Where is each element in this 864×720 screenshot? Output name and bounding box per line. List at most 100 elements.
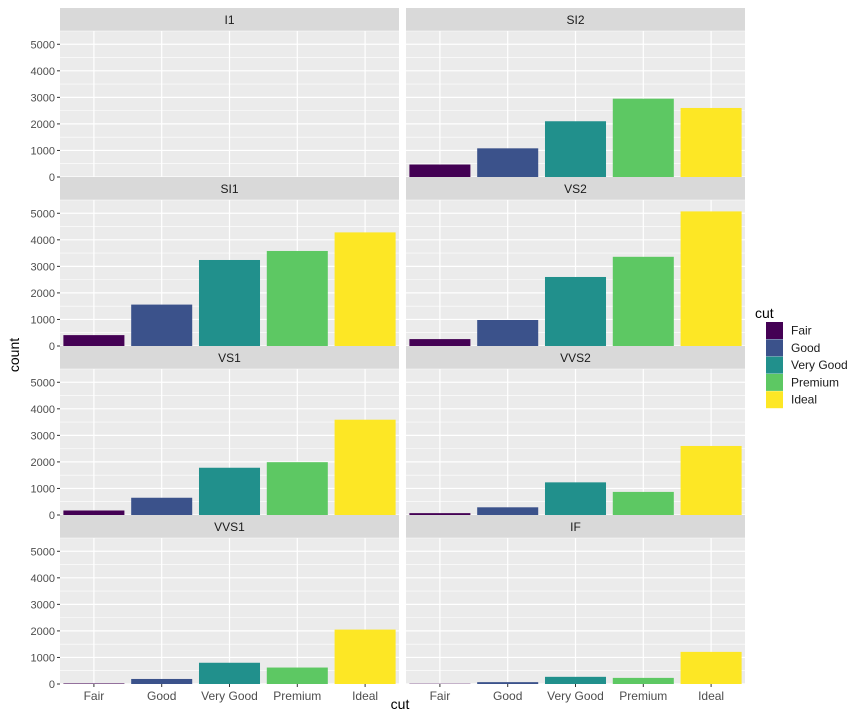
bar-si2-very-good: [544, 121, 607, 177]
bar-if-premium: [612, 677, 674, 684]
y-tick-label: 0: [49, 679, 55, 691]
facet-vvs1: VVS1 0 1000 2000 3000 4000 5000 Fair Good Very Go…: [31, 515, 399, 703]
bar-si1-premium: [266, 250, 328, 346]
y-tick-label: 2000: [31, 457, 55, 469]
y-tick-label: 4000: [31, 573, 55, 585]
facet-vs1: VS1 0 1000 2000 3000 4000 5000: [31, 346, 399, 522]
facet-strip-si1: [60, 177, 399, 200]
bar-si1-good: [131, 304, 193, 346]
facet-label-vvs2: VVS2: [560, 351, 591, 365]
y-tick-label: 0: [49, 510, 55, 522]
y-tick-label: 4000: [31, 235, 55, 247]
legend-key-fair: [766, 322, 783, 339]
y-tick-label: 5000: [31, 208, 55, 220]
facet-strip-i1: [60, 8, 399, 31]
bar-vvs2-good: [477, 507, 539, 515]
y-tick-label: 5000: [31, 377, 55, 389]
bar-vvs2-fair: [409, 513, 471, 515]
bar-si2-premium: [612, 98, 674, 177]
bar-vs1-ideal: [334, 419, 396, 515]
y-tick-label: 3000: [31, 92, 55, 104]
y-tick-label: 2000: [31, 288, 55, 300]
legend-label-good: Good: [791, 341, 820, 355]
x-tick-label-ideal: Ideal: [352, 689, 378, 703]
bar-vvs2-ideal: [680, 445, 742, 515]
facet-panels: I1 0 1000 2000 3000 4000 5000 SI2 SI1 0 1000 2000 30…: [31, 8, 745, 703]
legend-label-premium: Premium: [791, 375, 839, 389]
bar-vs2-premium: [612, 256, 674, 346]
bar-si1-very-good: [198, 259, 261, 346]
y-tick-label: 1000: [31, 314, 55, 326]
facet-label-si2: SI2: [566, 13, 584, 27]
bar-si2-ideal: [680, 107, 742, 177]
x-tick-label-very-good: Very Good: [547, 689, 604, 703]
y-tick-label: 1000: [31, 652, 55, 664]
bar-vs2-good: [477, 319, 539, 346]
bar-vvs1-fair: [63, 683, 125, 684]
bar-vs2-very-good: [544, 276, 607, 346]
x-tick-label-fair: Fair: [430, 689, 451, 703]
bar-vvs1-premium: [266, 667, 328, 684]
facet-si1: SI1 0 1000 2000 3000 4000 5000: [31, 177, 399, 353]
x-tick-label-fair: Fair: [84, 689, 105, 703]
facet-strip-vvs2: [406, 346, 745, 369]
y-tick-label: 3000: [31, 261, 55, 273]
y-axis-title: count: [6, 338, 22, 372]
bar-vvs2-premium: [612, 491, 674, 515]
y-tick-label: 3000: [31, 430, 55, 442]
legend-key-very-good: [766, 356, 783, 374]
bar-si2-fair: [409, 164, 471, 177]
y-tick-label: 5000: [31, 546, 55, 558]
facet-strip-si2: [406, 8, 745, 31]
facet-i1: I1 0 1000 2000 3000 4000 5000: [31, 8, 399, 184]
y-tick-label: 4000: [31, 404, 55, 416]
y-tick-label: 0: [49, 341, 55, 353]
facet-strip-if: [406, 515, 745, 538]
legend: cut Fair Good Very Good Premium Ideal: [755, 305, 848, 409]
x-tick-label-very-good: Very Good: [201, 689, 258, 703]
facet-vs2: VS2: [406, 177, 745, 349]
facet-label-vvs1: VVS1: [214, 520, 245, 534]
y-tick-label: 3000: [31, 599, 55, 611]
bar-if-good: [477, 682, 539, 684]
y-tick-label: 1000: [31, 483, 55, 495]
y-tick-label: 2000: [31, 119, 55, 131]
bar-if-ideal: [680, 651, 742, 684]
x-tick-label-premium: Premium: [273, 689, 321, 703]
x-axis-title: cut: [391, 696, 410, 712]
bar-vs1-fair: [63, 510, 125, 515]
facet-label-i1: I1: [224, 13, 234, 27]
bar-vvs2-very-good: [544, 482, 607, 515]
x-tick-label-premium: Premium: [619, 689, 667, 703]
y-tick-label: 4000: [31, 66, 55, 78]
x-tick-label-good: Good: [147, 689, 176, 703]
facet-strip-vs1: [60, 346, 399, 369]
legend-label-fair: Fair: [791, 324, 812, 338]
bar-vvs1-good: [131, 678, 193, 684]
bar-if-very-good: [544, 676, 607, 684]
facet-si2: SI2: [406, 8, 745, 180]
facet-label-vs2: VS2: [564, 182, 587, 196]
bar-vvs1-ideal: [334, 629, 396, 684]
x-tick-label-ideal: Ideal: [698, 689, 724, 703]
bar-vs1-very-good: [198, 467, 261, 515]
facet-label-vs1: VS1: [218, 351, 241, 365]
facet-strip-vs2: [406, 177, 745, 200]
bar-vvs1-very-good: [198, 662, 261, 684]
legend-key-ideal: [766, 391, 783, 409]
legend-key-good: [766, 339, 783, 357]
x-tick-label-good: Good: [493, 689, 522, 703]
legend-label-ideal: Ideal: [791, 393, 817, 407]
legend-key-premium: [766, 373, 783, 391]
bar-si1-fair: [63, 335, 125, 346]
facet-strip-vvs1: [60, 515, 399, 538]
y-tick-label: 1000: [31, 145, 55, 157]
facet-if: IF Fair Good Very Good Premium Ideal: [406, 515, 745, 703]
y-tick-label: 5000: [31, 39, 55, 51]
facet-label-if: IF: [570, 520, 581, 534]
bar-vs1-premium: [266, 462, 328, 515]
legend-title: cut: [755, 305, 774, 321]
bar-vs1-good: [131, 497, 193, 515]
legend-label-very-good: Very Good: [791, 358, 848, 372]
